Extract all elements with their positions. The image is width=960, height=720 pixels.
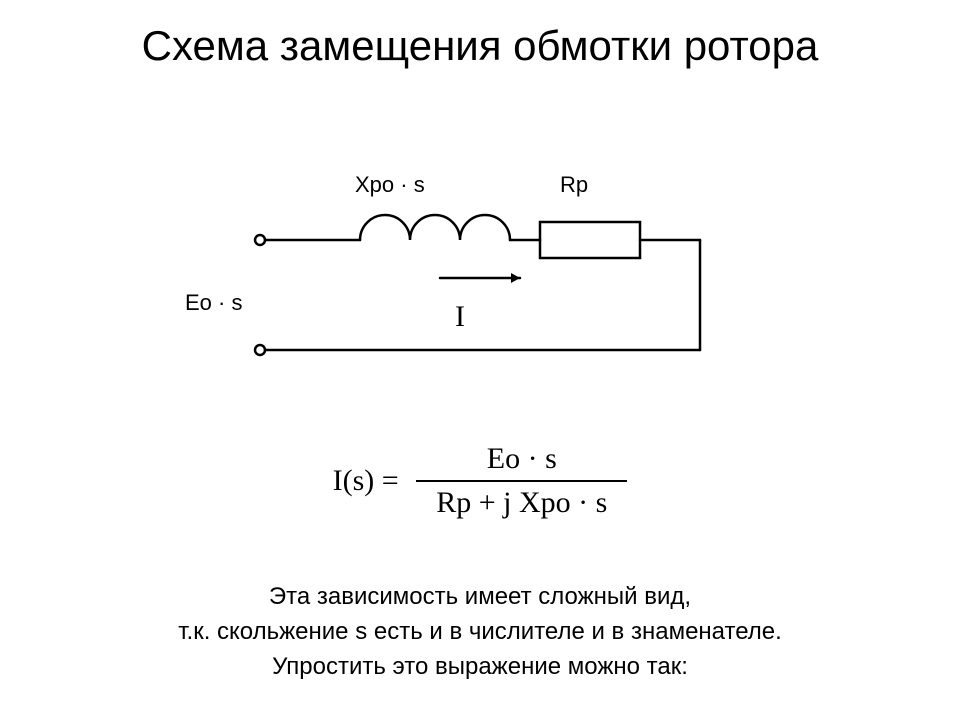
formula-lhs: I(s) =	[333, 464, 399, 498]
formula-numerator: Eo · s	[416, 440, 627, 478]
current-label: I	[455, 300, 465, 334]
caption-line-3: Упростить это выражение можно так:	[0, 650, 960, 685]
caption-block: Эта зависимость имеет сложный вид, т.к. …	[0, 580, 960, 684]
formula-denominator: Rp + j Xpo · s	[416, 484, 627, 522]
formula: I(s) = Eo · s Rp + j Xpo · s	[0, 440, 960, 522]
circuit-svg	[200, 180, 760, 400]
source-label: Eo · s	[185, 290, 242, 316]
fraction-bar	[416, 480, 627, 482]
slide: Схема замещения обмотки ротора Xpo · s R…	[0, 0, 960, 720]
resistor-label: Rp	[560, 172, 588, 198]
inductor-label: Xpo · s	[355, 172, 425, 198]
caption-line-1: Эта зависимость имеет сложный вид,	[0, 580, 960, 615]
formula-fraction: Eo · s Rp + j Xpo · s	[416, 440, 627, 522]
slide-title: Схема замещения обмотки ротора	[0, 20, 960, 73]
circuit-diagram: Xpo · s Rp Eo · s I	[200, 180, 760, 400]
caption-line-2: т.к. скольжение s есть и в числителе и в…	[0, 615, 960, 650]
